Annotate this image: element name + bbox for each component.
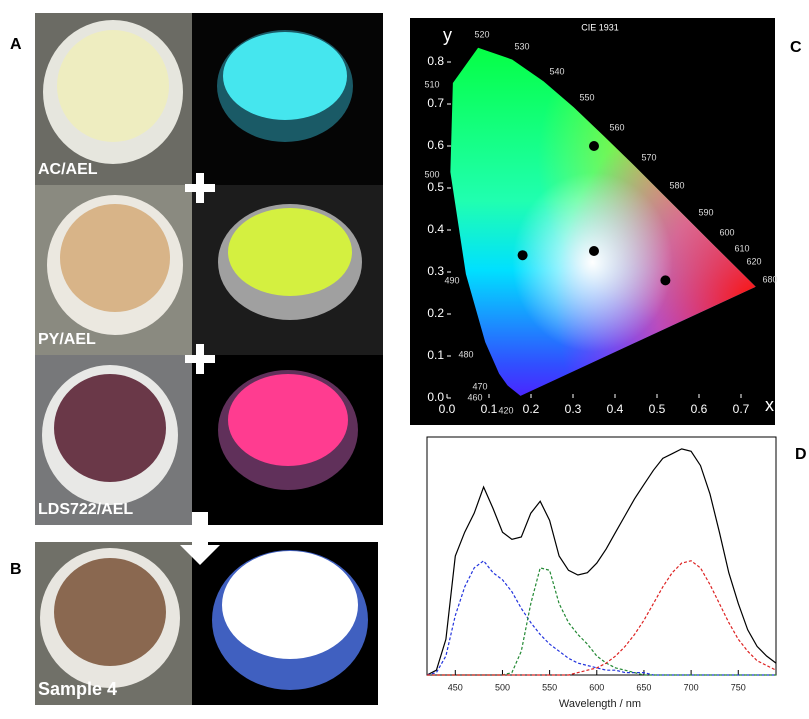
y-tick-label: 0.0: [427, 390, 444, 404]
y-tick-label: 0.2: [427, 306, 444, 320]
x-axis-label: x: [765, 395, 774, 415]
x-tick-label: 0.1: [481, 402, 498, 416]
sample-label: LDS722/AEL: [38, 501, 133, 518]
spectrum-line: [426, 448, 777, 676]
x-tick-label: 550: [542, 682, 557, 692]
photo-lds: [35, 355, 383, 525]
spectrum-line: [426, 559, 776, 676]
x-tick-label: 0.6: [691, 402, 708, 416]
x-tick-label: 0.4: [607, 402, 624, 416]
y-tick-label: 0.4: [427, 222, 444, 236]
wavelength-label: 500: [424, 169, 439, 179]
wavelength-label: 510: [424, 79, 439, 89]
photo-ac: [35, 13, 383, 185]
panel-label: B: [10, 561, 22, 578]
data-point: [517, 250, 528, 261]
photo-py: [35, 185, 383, 355]
wavelength-label: 420: [498, 405, 513, 415]
x-axis-label: Wavelength / nm: [559, 698, 641, 710]
x-tick-label: 700: [684, 682, 699, 692]
wavelength-label: 520: [474, 29, 489, 39]
x-tick-label: 650: [636, 682, 651, 692]
data-point: [660, 275, 671, 286]
y-tick-label: 0.3: [427, 264, 444, 278]
y-tick-label: 0.7: [427, 96, 444, 110]
chart-title: CIE 1931: [581, 22, 619, 32]
panel-label: A: [10, 36, 22, 53]
y-tick-label: 0.5: [427, 180, 444, 194]
sample-label: PY/AEL: [38, 331, 96, 348]
spectrum-line: [427, 560, 777, 676]
wavelength-label: 550: [579, 92, 594, 102]
x-tick-label: 600: [589, 682, 604, 692]
wavelength-label: 560: [609, 122, 624, 132]
x-tick-label: 0.5: [649, 402, 666, 416]
wavelength-label: 460: [467, 392, 482, 402]
y-tick-label: 0.1: [427, 348, 444, 362]
x-tick-label: 500: [495, 682, 510, 692]
y-axis-label: y: [443, 25, 452, 45]
sample-label: Sample 4: [38, 679, 117, 699]
wavelength-label: 570: [641, 152, 656, 162]
wavelength-label: 620: [746, 256, 761, 266]
panel-label: D: [795, 446, 807, 463]
wavelength-label: 480: [458, 349, 473, 359]
x-tick-label: 0.0: [439, 402, 456, 416]
x-tick-label: 0.3: [565, 402, 582, 416]
data-point: [589, 246, 599, 256]
panel-label: C: [790, 39, 802, 56]
x-tick-label: 450: [448, 682, 463, 692]
x-tick-label: 750: [731, 682, 746, 692]
x-tick-label: 0.7: [733, 402, 750, 416]
wavelength-label: 540: [549, 66, 564, 76]
wavelength-label: 680: [762, 274, 777, 284]
wavelength-label: 490: [444, 275, 459, 285]
wavelength-label: 580: [669, 180, 684, 190]
x-tick-label: 0.2: [523, 402, 540, 416]
photo-sample4: [35, 542, 378, 705]
wavelength-label: 470: [472, 381, 487, 391]
y-tick-label: 0.8: [427, 54, 444, 68]
wavelength-label: 590: [698, 207, 713, 217]
wavelength-label: 610: [734, 243, 749, 253]
wavelength-label: 530: [514, 41, 529, 51]
y-tick-label: 0.6: [427, 138, 444, 152]
wavelength-label: 600: [719, 227, 734, 237]
sample-label: AC/AEL: [38, 161, 98, 178]
plus-signs: [180, 173, 220, 565]
data-point: [589, 141, 599, 151]
